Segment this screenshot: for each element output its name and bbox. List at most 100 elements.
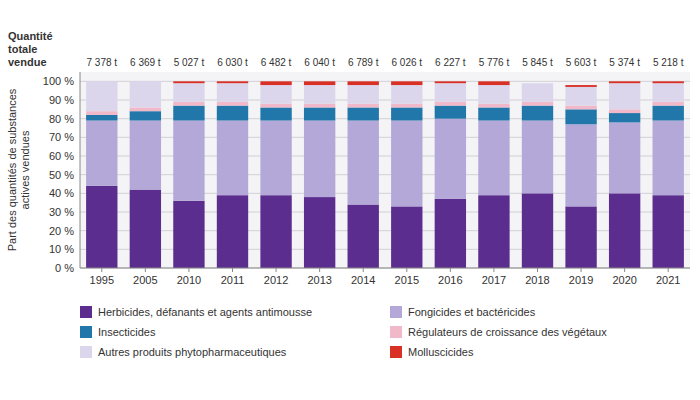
- bar-segment: [130, 81, 161, 107]
- bar-segment: [86, 81, 117, 82]
- bar-segment: [653, 106, 684, 121]
- bar-segment: [391, 121, 422, 207]
- x-tick: [450, 268, 451, 272]
- bar-segment: [217, 83, 248, 102]
- bar-segment: [522, 106, 553, 121]
- bar-segment: [478, 107, 509, 120]
- x-tick: [188, 268, 189, 272]
- x-tick: [276, 268, 277, 272]
- bar-segment: [130, 81, 161, 82]
- chart: 0 %10 %20 %30 %40 %50 %60 %70 %80 %90 %1…: [0, 0, 700, 400]
- bar-segment: [260, 104, 291, 108]
- y-tick-label: 60 %: [49, 150, 74, 162]
- x-tick-label: 2005: [133, 274, 157, 286]
- text-line: Quantité: [8, 30, 53, 42]
- bar-segment: [391, 107, 422, 120]
- total-label: 7 378 t: [86, 57, 117, 68]
- bar-segment: [478, 195, 509, 268]
- bar-segment: [86, 81, 117, 111]
- x-tick: [232, 268, 233, 272]
- bar-segment: [130, 190, 161, 268]
- legend-label: Molluscicides: [408, 346, 474, 358]
- bar-segment: [217, 81, 248, 83]
- x-tick: [668, 268, 669, 272]
- bar-segment: [609, 83, 640, 109]
- x-tick: [101, 268, 102, 272]
- x-tick: [406, 268, 407, 272]
- bar-segment: [173, 81, 204, 83]
- legend-label: Insecticides: [98, 326, 156, 338]
- y-axis-label: Part des quantités de substancesactives …: [6, 88, 31, 251]
- total-label: 5 603 t: [566, 57, 597, 68]
- bar-segment: [217, 121, 248, 196]
- bar-segment: [217, 102, 248, 106]
- bar-segment: [260, 121, 291, 196]
- bar-segment: [609, 113, 640, 122]
- x-tick-label: 2015: [395, 274, 419, 286]
- y-tick-label: 100 %: [43, 75, 74, 87]
- x-tick: [363, 268, 364, 272]
- bar-segment: [653, 102, 684, 106]
- legend-label: Herbicides, défanants et agents antimous…: [98, 306, 312, 318]
- bar-segment: [173, 83, 204, 102]
- bar-segment: [304, 85, 335, 104]
- bar-segment: [609, 109, 640, 113]
- total-label: 6 227 t: [435, 57, 466, 68]
- bar-segment: [522, 102, 553, 106]
- y-tick-label: 30 %: [49, 206, 74, 218]
- bar-segment: [348, 121, 379, 205]
- bar-segment: [478, 104, 509, 108]
- bar-segment: [478, 85, 509, 104]
- bar-segment: [130, 121, 161, 190]
- grid-line: [80, 118, 690, 119]
- x-axis-line: [80, 268, 690, 269]
- bar-segment: [609, 81, 640, 83]
- x-tick-label: 2014: [351, 274, 375, 286]
- total-label: 5 027 t: [174, 57, 205, 68]
- x-tick-label: 2012: [264, 274, 288, 286]
- x-tick-label: 2016: [438, 274, 462, 286]
- bar-segment: [260, 195, 291, 268]
- y-axis-line: [80, 72, 81, 268]
- x-tick-label: 2019: [569, 274, 593, 286]
- total-label: 5 845 t: [522, 57, 553, 68]
- x-tick: [581, 268, 582, 272]
- grid: [80, 81, 690, 268]
- plot-background: [80, 72, 690, 268]
- grid-line: [80, 156, 690, 157]
- bar-segment: [304, 107, 335, 120]
- total-label: 5 374 t: [609, 57, 640, 68]
- bar-segment: [435, 119, 466, 199]
- bar-segment: [260, 107, 291, 120]
- total-label: 6 482 t: [261, 57, 292, 68]
- bar-segment: [86, 115, 117, 121]
- x-tick-label: 2020: [612, 274, 636, 286]
- legend-label: Autres produits phytopharmaceutiques: [98, 346, 287, 358]
- bar-segment: [522, 193, 553, 268]
- total-label: 6 040 t: [304, 57, 335, 68]
- bar-segment: [653, 195, 684, 268]
- legend-swatch: [390, 306, 402, 318]
- bar-segment: [565, 106, 596, 110]
- bar-segment: [260, 81, 291, 85]
- bar-segment: [348, 81, 379, 85]
- x-tick: [624, 268, 625, 272]
- total-label: 6 030 t: [217, 57, 248, 68]
- bar-segment: [86, 111, 117, 115]
- bar-segment: [653, 121, 684, 196]
- x-tick-label: 2013: [307, 274, 331, 286]
- bar-segment: [173, 102, 204, 106]
- bar-segment: [522, 121, 553, 194]
- legend-swatch: [80, 306, 92, 318]
- bar-segment: [653, 81, 684, 83]
- bar-segment: [565, 109, 596, 124]
- grid-line: [80, 193, 690, 194]
- grid-line: [80, 81, 690, 82]
- legend-swatch: [80, 346, 92, 358]
- legend-label: Fongicides et bactéricides: [408, 306, 536, 318]
- x-tick-label: 1995: [90, 274, 114, 286]
- grid-line: [80, 249, 690, 250]
- text-line: actives vendues: [19, 130, 31, 209]
- bar-segment: [304, 121, 335, 198]
- bar-segment: [348, 104, 379, 108]
